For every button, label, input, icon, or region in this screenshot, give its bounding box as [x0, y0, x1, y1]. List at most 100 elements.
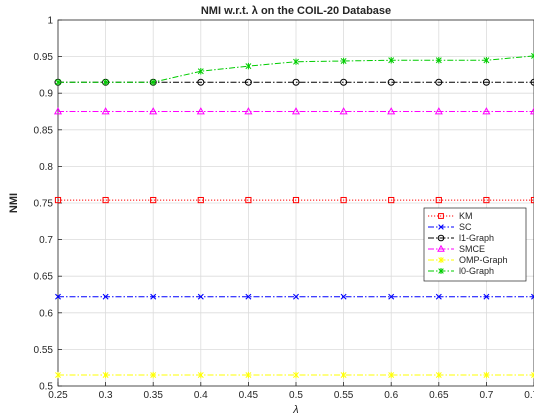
data-point — [197, 68, 204, 75]
x-tick-label: 0.65 — [429, 390, 449, 401]
data-point — [388, 293, 395, 300]
data-point — [529, 107, 534, 115]
data-point — [149, 107, 158, 115]
legend-label: KM — [459, 211, 473, 221]
data-point — [435, 78, 443, 86]
y-tick-label: 0.8 — [39, 162, 53, 173]
y-tick-label: 0.65 — [34, 272, 54, 283]
data-point — [483, 57, 490, 64]
x-tick-label: 0.25 — [48, 390, 68, 401]
legend-label: l1-Graph — [459, 233, 494, 243]
data-point — [54, 196, 62, 204]
data-point — [55, 79, 61, 86]
data-point — [102, 371, 109, 379]
data-point — [530, 196, 534, 204]
data-point — [102, 196, 109, 204]
legend-item: OMP-Graph — [428, 255, 508, 265]
data-point — [291, 107, 301, 115]
data-point — [483, 293, 490, 300]
data-point — [482, 107, 491, 115]
series-sc — [55, 293, 534, 300]
data-point — [340, 57, 347, 65]
data-point — [150, 293, 157, 300]
data-point — [101, 107, 110, 115]
x-tick-label: 0.5 — [289, 390, 303, 401]
legend-item: l1-Graph — [428, 233, 494, 243]
chart-title: NMI w.r.t. λ on the COIL-20 Database — [201, 5, 391, 17]
legend-marker — [438, 224, 444, 230]
x-tick-label: 0.55 — [334, 390, 354, 401]
data-point — [531, 293, 534, 300]
legend-item: l0-Graph — [428, 266, 494, 276]
legend-marker — [438, 268, 444, 274]
data-point — [55, 293, 61, 300]
series-l0-graph — [55, 52, 534, 86]
data-point — [435, 371, 442, 379]
data-point — [387, 78, 395, 86]
y-tick-label: 0.95 — [34, 52, 54, 63]
data-point — [388, 371, 395, 379]
data-point — [339, 107, 348, 115]
legend-item: SMCE — [428, 244, 485, 254]
data-point — [150, 371, 157, 379]
data-point — [55, 371, 61, 379]
data-point — [197, 78, 205, 86]
data-point — [197, 371, 204, 379]
legend-marker — [438, 257, 444, 263]
x-tick-label: 0.6 — [384, 390, 398, 401]
data-point — [482, 78, 490, 86]
x-tick-label: 0.4 — [194, 390, 208, 401]
legend-marker — [437, 244, 445, 252]
data-point — [102, 79, 109, 86]
legend-label: OMP-Graph — [459, 255, 508, 265]
data-point — [245, 293, 252, 300]
data-point — [53, 107, 63, 115]
data-point — [483, 196, 490, 204]
y-tick-label: 1 — [47, 16, 53, 27]
data-point — [388, 57, 395, 64]
data-point — [435, 57, 442, 64]
series-smce — [53, 107, 534, 115]
data-point — [531, 52, 534, 60]
data-point — [292, 78, 300, 86]
data-point — [293, 371, 299, 379]
x-tick-label: 0.3 — [99, 390, 113, 401]
data-point — [387, 107, 396, 115]
axis-ticks: 0.25 0.3 0.35 0.4 0.45 0.5 0.55 0.6 0.65 0.7 0.75 0… — [34, 16, 534, 401]
data-point — [435, 196, 442, 204]
y-tick-label: 0.5 — [39, 382, 53, 393]
data-point — [196, 107, 205, 115]
data-point — [150, 79, 157, 86]
legend-label: SMCE — [459, 244, 485, 254]
legend-marker — [437, 234, 445, 242]
series-omp-graph — [55, 371, 534, 379]
data-point — [531, 371, 534, 379]
data-point — [340, 371, 347, 379]
data-point — [245, 196, 252, 204]
series-l1-graph — [54, 78, 534, 86]
series-layer — [53, 52, 534, 379]
legend-item: SC — [428, 222, 472, 232]
data-point — [292, 196, 300, 204]
data-point — [245, 62, 252, 70]
data-point — [388, 196, 395, 204]
data-point — [293, 58, 299, 65]
data-point — [434, 107, 443, 115]
data-point — [197, 196, 204, 204]
y-tick-label: 0.75 — [34, 199, 54, 210]
data-point — [483, 371, 490, 379]
legend-label: SC — [459, 222, 472, 232]
y-tick-label: 0.55 — [34, 345, 54, 356]
data-point — [197, 293, 204, 300]
y-tick-label: 0.85 — [34, 125, 54, 136]
y-tick-label: 0.7 — [39, 235, 53, 246]
legend-marker — [438, 213, 444, 219]
data-point — [340, 196, 347, 204]
series-km — [54, 196, 534, 204]
data-point — [530, 78, 534, 86]
data-point — [150, 196, 157, 204]
y-tick-label: 0.9 — [39, 89, 53, 100]
x-tick-label: 0.75 — [524, 390, 534, 401]
